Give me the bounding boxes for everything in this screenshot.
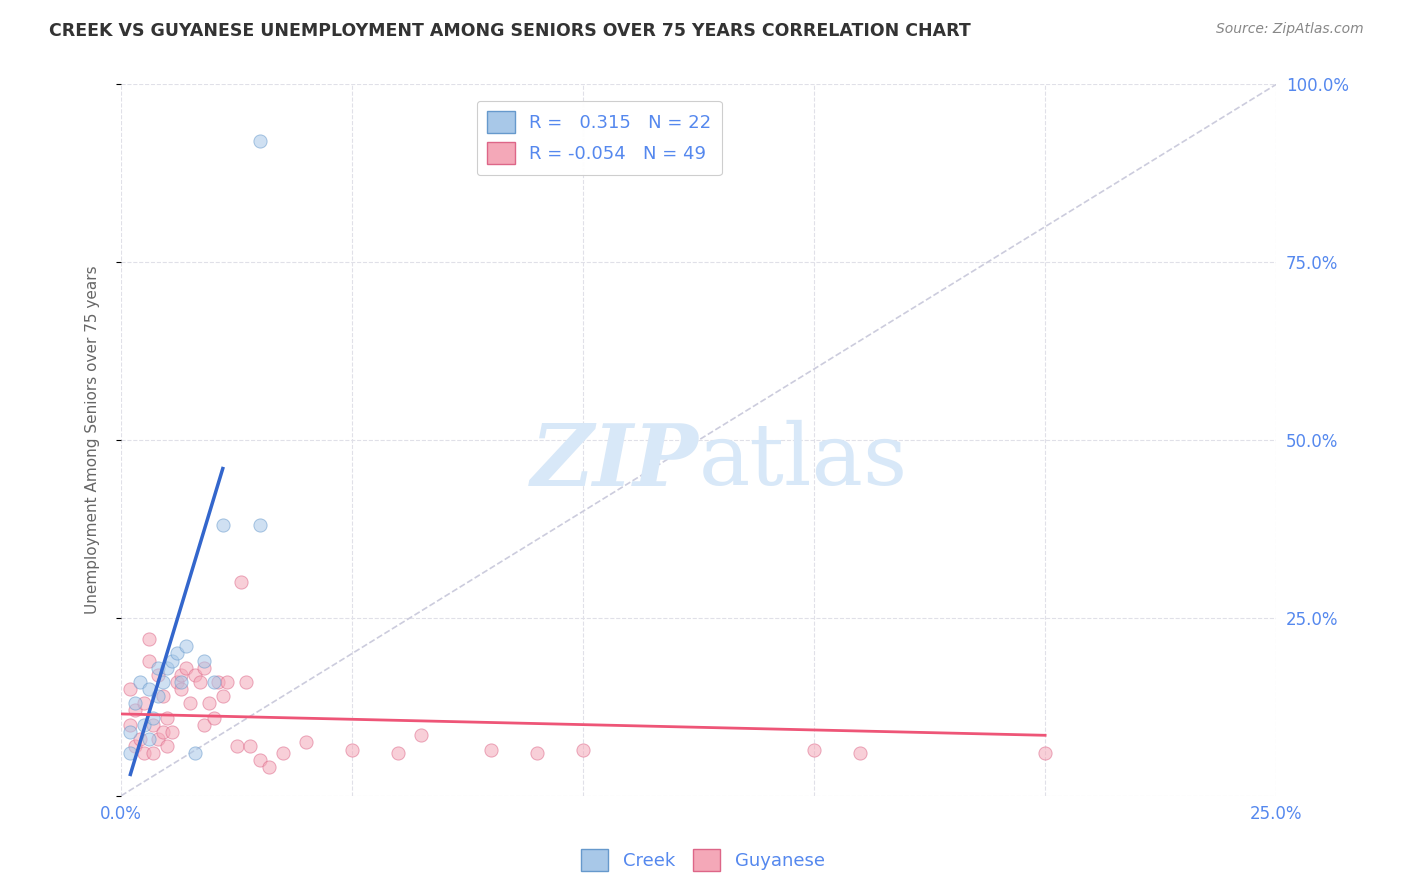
- Point: [152, 724, 174, 739]
- Point: [1033, 746, 1056, 760]
- Point: [160, 654, 183, 668]
- Point: [411, 728, 433, 742]
- Point: [184, 668, 207, 682]
- Point: [174, 640, 197, 654]
- Legend: Creek, Guyanese: Creek, Guyanese: [574, 842, 832, 879]
- Point: [170, 681, 193, 696]
- Point: [166, 675, 188, 690]
- Point: [803, 742, 825, 756]
- Point: [160, 724, 183, 739]
- Point: [526, 746, 548, 760]
- Point: [128, 675, 150, 690]
- Point: [202, 675, 225, 690]
- Point: [120, 724, 142, 739]
- Point: [170, 668, 193, 682]
- Point: [120, 681, 142, 696]
- Point: [146, 689, 169, 703]
- Point: [138, 632, 160, 647]
- Point: [128, 731, 150, 746]
- Point: [156, 710, 179, 724]
- Point: [142, 717, 165, 731]
- Point: [120, 746, 142, 760]
- Point: [849, 746, 872, 760]
- Point: [124, 703, 146, 717]
- Text: atlas: atlas: [699, 420, 908, 503]
- Point: [124, 739, 146, 753]
- Point: [174, 661, 197, 675]
- Point: [193, 654, 215, 668]
- Point: [146, 731, 169, 746]
- Point: [387, 746, 409, 760]
- Point: [193, 661, 215, 675]
- Point: [207, 675, 229, 690]
- Point: [231, 575, 253, 590]
- Point: [138, 654, 160, 668]
- Point: [134, 696, 156, 710]
- Point: [146, 668, 169, 682]
- Point: [188, 675, 211, 690]
- Point: [211, 689, 233, 703]
- Point: [146, 661, 169, 675]
- Point: [156, 739, 179, 753]
- Point: [198, 696, 221, 710]
- Text: Source: ZipAtlas.com: Source: ZipAtlas.com: [1216, 22, 1364, 37]
- Point: [340, 742, 363, 756]
- Point: [179, 696, 201, 710]
- Point: [295, 735, 318, 749]
- Point: [239, 739, 262, 753]
- Point: [225, 739, 247, 753]
- Point: [249, 753, 271, 767]
- Point: [211, 518, 233, 533]
- Point: [249, 518, 271, 533]
- Point: [142, 710, 165, 724]
- Point: [152, 689, 174, 703]
- Point: [249, 134, 271, 148]
- Point: [170, 675, 193, 690]
- Legend: R =   0.315   N = 22, R = -0.054   N = 49: R = 0.315 N = 22, R = -0.054 N = 49: [477, 101, 721, 176]
- Point: [202, 710, 225, 724]
- Point: [479, 742, 502, 756]
- Point: [271, 746, 294, 760]
- Point: [572, 742, 595, 756]
- Point: [166, 647, 188, 661]
- Text: CREEK VS GUYANESE UNEMPLOYMENT AMONG SENIORS OVER 75 YEARS CORRELATION CHART: CREEK VS GUYANESE UNEMPLOYMENT AMONG SEN…: [49, 22, 972, 40]
- Point: [193, 717, 215, 731]
- Point: [257, 760, 280, 774]
- Point: [235, 675, 257, 690]
- Point: [142, 746, 165, 760]
- Point: [138, 731, 160, 746]
- Point: [217, 675, 239, 690]
- Point: [124, 696, 146, 710]
- Point: [138, 681, 160, 696]
- Text: ZIP: ZIP: [530, 420, 699, 503]
- Point: [134, 717, 156, 731]
- Point: [120, 717, 142, 731]
- Point: [156, 661, 179, 675]
- Point: [152, 675, 174, 690]
- Point: [134, 746, 156, 760]
- Point: [184, 746, 207, 760]
- Y-axis label: Unemployment Among Seniors over 75 years: Unemployment Among Seniors over 75 years: [86, 266, 100, 615]
